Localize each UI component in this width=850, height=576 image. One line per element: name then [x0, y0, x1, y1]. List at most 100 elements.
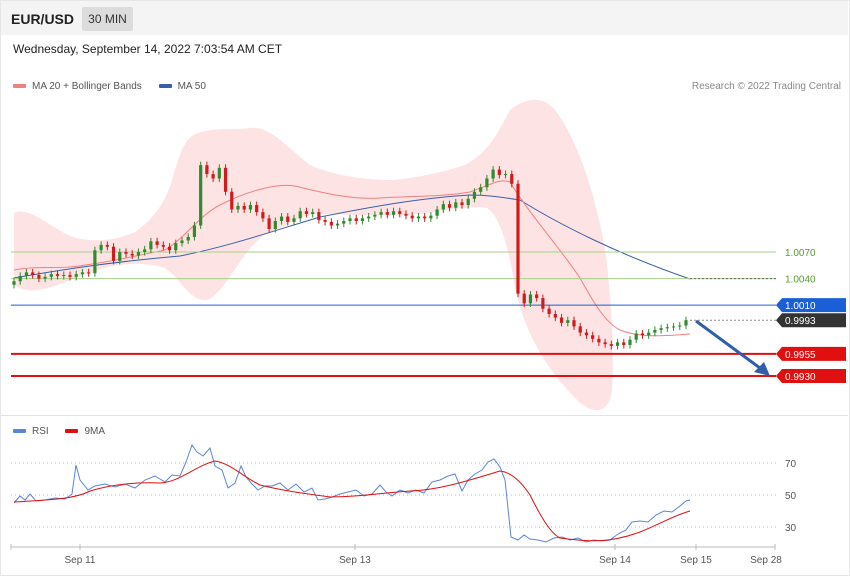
candle-body	[43, 276, 47, 279]
price-levels: 1.0070 1.0040 1.0010 0.9993 0.9955 0.9930	[11, 248, 846, 383]
candle-body	[37, 275, 41, 279]
candle-body	[485, 178, 489, 188]
candle-body	[223, 167, 228, 192]
candle-body	[398, 211, 402, 214]
candle-body	[472, 191, 477, 199]
candle-body	[360, 218, 365, 221]
candle-body	[653, 329, 657, 333]
candle-body	[622, 342, 626, 345]
candle-body	[323, 220, 327, 222]
candle-body	[311, 212, 315, 214]
candle-body	[678, 325, 682, 327]
candle-body	[460, 202, 464, 206]
level-tag-0.9955	[776, 346, 846, 361]
candle-body	[491, 169, 495, 179]
candle-body	[342, 221, 346, 224]
candle-body	[205, 165, 209, 175]
candle-body	[236, 205, 240, 210]
level-label-0.9955: 0.9955	[785, 350, 816, 361]
level-tag-0.9993	[776, 313, 846, 328]
candle-body	[404, 213, 408, 216]
x-tick-label: Sep 15	[680, 555, 712, 566]
candle-body	[124, 252, 128, 254]
level-label-0.9993: 0.9993	[785, 316, 816, 327]
candle-body	[566, 320, 570, 323]
candle-body	[211, 174, 215, 179]
timeframe-button[interactable]: 30 MIN	[82, 7, 133, 31]
x-tick-label: Sep 11	[65, 555, 96, 566]
candle-body	[149, 241, 153, 250]
rsi-swatch	[13, 429, 26, 434]
candle-body	[111, 246, 116, 261]
candle-body	[279, 216, 284, 221]
candle-body	[572, 320, 576, 327]
candle-body	[503, 174, 508, 176]
candle-body	[609, 344, 613, 346]
candle-body	[535, 294, 539, 299]
rsi-grid: 70 50 30	[11, 459, 797, 534]
candles	[12, 161, 688, 350]
ma50-line	[13, 194, 691, 280]
candle-body	[31, 272, 35, 276]
candle-body	[55, 274, 60, 276]
candle-body	[143, 249, 147, 252]
x-tick-label: Sep 28	[750, 555, 782, 566]
candle-body	[578, 326, 582, 333]
level-tag-0.9930	[776, 369, 846, 383]
candle-body	[261, 212, 265, 219]
candle-body	[628, 339, 632, 345]
candle-body	[192, 225, 197, 237]
x-axis: Sep 11 Sep 13 Sep 14 Sep 15 Sep 28	[10, 544, 782, 566]
candle-body	[584, 332, 589, 336]
legend-item-ma50: MA 50	[158, 81, 206, 92]
candle-body	[74, 274, 78, 277]
level-tag-1.0010	[776, 298, 846, 313]
candle-body	[130, 253, 134, 256]
candle-body	[379, 212, 383, 215]
candle-body	[367, 216, 371, 219]
forecast-arrow-shaft	[695, 319, 765, 373]
ma50-swatch	[158, 84, 172, 89]
candle-body	[298, 211, 302, 219]
level-label-0.9930: 0.9930	[785, 372, 816, 383]
candle-body	[248, 205, 253, 210]
candle-body	[497, 169, 501, 175]
candle-body	[479, 187, 483, 192]
candle-body	[348, 218, 352, 221]
candle-body	[597, 338, 601, 343]
candle-body	[634, 333, 638, 340]
candle-body	[93, 250, 97, 274]
candle-body	[118, 252, 122, 261]
legend-item-ma20: MA 20 + Bollinger Bands	[13, 81, 142, 92]
candle-body	[217, 167, 221, 179]
candle-body	[49, 274, 53, 277]
candle-body	[684, 320, 688, 326]
candle-body	[429, 215, 433, 219]
legend-ma50-label: MA 50	[177, 81, 206, 92]
candle-body	[447, 204, 452, 208]
ma20-line	[13, 180, 691, 337]
candle-body	[385, 212, 389, 215]
candle-body	[87, 272, 91, 274]
candle-body	[435, 209, 439, 216]
candle-body	[466, 198, 470, 206]
candle-body	[267, 218, 271, 229]
rsi-tick-30: 30	[785, 523, 797, 534]
candle-body	[441, 204, 445, 210]
legend-item-rsi: RSI	[13, 426, 49, 437]
candle-body	[12, 281, 16, 285]
legend-ma20-label: MA 20 + Bollinger Bands	[32, 81, 142, 92]
candle-body	[603, 342, 607, 345]
research-credit: Research © 2022 Trading Central	[691, 81, 841, 92]
candle-body	[136, 252, 141, 256]
candle-body	[391, 211, 396, 215]
candle-body	[155, 241, 159, 245]
candle-body	[255, 205, 259, 213]
rsi-ma-swatch	[65, 429, 79, 434]
candle-body	[373, 214, 377, 217]
rsi-line	[13, 443, 691, 543]
candle-body	[665, 327, 669, 329]
candle-body	[273, 221, 277, 229]
candle-body	[329, 221, 333, 226]
